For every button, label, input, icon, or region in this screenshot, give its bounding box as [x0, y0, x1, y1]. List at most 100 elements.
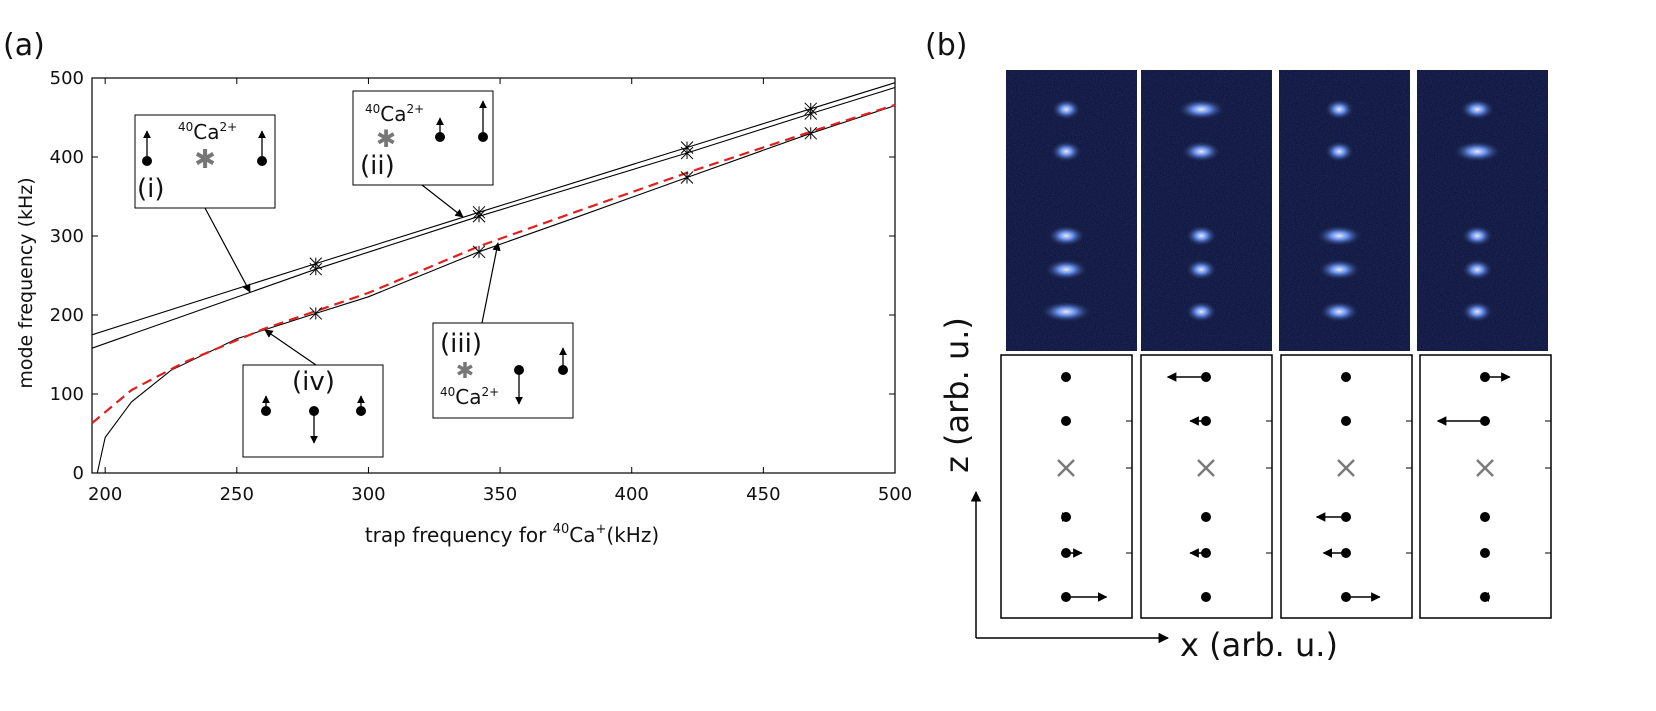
dopant-marker — [1197, 459, 1215, 477]
ion-images — [1006, 70, 1548, 351]
ion — [1341, 548, 1351, 558]
ion — [309, 406, 319, 416]
ion — [1341, 416, 1351, 426]
ion — [1480, 592, 1490, 602]
ion-fluorescence — [1459, 98, 1496, 121]
inset-box — [432, 322, 574, 419]
ion — [1201, 512, 1211, 522]
dopant-star: ✱ — [456, 359, 474, 384]
pointer-arrow — [264, 329, 317, 366]
ion-fluorescence — [1460, 224, 1494, 247]
x-axis-label: trap frequency for 40Ca+(kHz) — [365, 522, 659, 547]
ion — [1201, 548, 1211, 558]
inset-box — [352, 90, 494, 186]
ion — [1341, 372, 1351, 382]
mode-diagram-2 — [1140, 354, 1273, 619]
x-axis-label-b: x (arb. u.) — [1180, 626, 1338, 664]
ion — [1480, 512, 1490, 522]
inset-label: (i) — [137, 174, 165, 204]
ion-fluorescence — [1460, 258, 1494, 281]
inset-label: (ii) — [360, 151, 395, 181]
y-tick-label: 400 — [50, 147, 84, 168]
dopant-label: 40Ca2+ — [178, 120, 237, 144]
y-tick-label: 500 — [50, 68, 84, 89]
ion — [558, 365, 568, 375]
pointer-arrow — [204, 207, 251, 293]
inset-iv: (iv) — [242, 364, 384, 458]
plot-frame — [91, 77, 896, 474]
ion-image-4 — [1417, 70, 1548, 351]
ion — [1061, 416, 1071, 426]
axis-ticks: 200 250 300 350 400 450 500 0 100 200 300 400 500 — [50, 68, 913, 505]
ion — [257, 156, 267, 166]
ion — [1061, 512, 1071, 522]
ion — [1341, 592, 1351, 602]
data-marker — [309, 307, 323, 320]
data-marker — [804, 107, 818, 120]
y-tick-label: 100 — [50, 384, 84, 405]
mode-diagrams — [1000, 354, 1552, 619]
ion-fluorescence — [1452, 140, 1503, 163]
inset-box — [134, 114, 276, 209]
x-tick-label: 350 — [483, 484, 517, 505]
series-line-dashed — [91, 103, 896, 425]
ion — [514, 365, 524, 375]
ion-fluorescence — [1050, 98, 1082, 121]
ion — [1480, 372, 1490, 382]
ion-fluorescence — [1049, 140, 1083, 163]
dopant-marker — [1476, 459, 1494, 477]
ion-fluorescence — [1184, 258, 1218, 281]
mode-diagram-4 — [1419, 354, 1552, 619]
panel-a-label: (a) — [3, 28, 45, 63]
mode-diagram-3 — [1280, 354, 1413, 619]
ion-image-2 — [1141, 70, 1272, 351]
y-tick-label: 200 — [50, 305, 84, 326]
data-marker — [472, 245, 486, 259]
ion-fluorescence — [1323, 98, 1355, 121]
ion-fluorescence — [1460, 300, 1494, 323]
pointer-arrow — [421, 184, 464, 218]
x-tick-label: 400 — [615, 484, 649, 505]
x-tick-label: 200 — [88, 484, 122, 505]
series-line-2 — [91, 86, 896, 349]
ion-fluorescence — [1323, 140, 1355, 163]
ion-fluorescence — [1046, 224, 1087, 247]
data-marker — [680, 146, 694, 160]
ion — [1201, 372, 1211, 382]
x-tick-label: 500 — [878, 484, 912, 505]
mode-frequency-plot: 200 250 300 350 400 450 500 0 100 200 300 400 500 — [50, 68, 913, 505]
ion — [1480, 548, 1490, 558]
ion-fluorescence — [1043, 258, 1089, 281]
pointer-arrow — [481, 242, 501, 324]
ion — [142, 156, 152, 166]
ion-fluorescence — [1176, 98, 1227, 121]
x-tick-label: 300 — [351, 484, 385, 505]
dopant-label: 40Ca2+ — [365, 102, 424, 126]
series-line-1 — [91, 82, 896, 336]
panel-b-label: (b) — [925, 28, 967, 63]
ion — [1061, 592, 1071, 602]
dopant-star: ✱ — [376, 125, 396, 153]
ion-image-1 — [1006, 70, 1137, 351]
ion — [1061, 372, 1071, 382]
ion — [435, 132, 445, 142]
y-axis-label: mode frequency (kHz) — [15, 177, 37, 388]
data-marker — [472, 209, 486, 223]
inset-i: ✱ 40Ca2+ (i) — [134, 114, 276, 209]
ion-image-3 — [1279, 70, 1410, 351]
ion — [1480, 416, 1490, 426]
ion — [1341, 512, 1351, 522]
dopant-marker — [1337, 459, 1355, 477]
ion-fluorescence — [1184, 224, 1218, 247]
y-tick-label: 300 — [50, 226, 84, 247]
series-lines — [91, 82, 896, 474]
ion — [1201, 416, 1211, 426]
data-markers — [309, 102, 818, 320]
dopant-label: 40Ca2+ — [440, 385, 499, 409]
y-tick-label: 0 — [73, 463, 84, 484]
data-marker — [680, 171, 694, 184]
z-axis-label: z (arb. u.) — [938, 317, 976, 473]
data-marker — [804, 126, 818, 140]
ion — [261, 406, 271, 416]
